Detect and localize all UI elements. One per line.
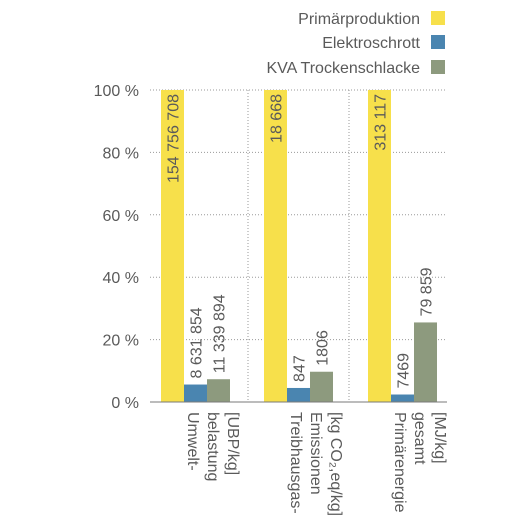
bar-kva-trockenschlacke bbox=[207, 379, 230, 402]
bar-elektroschrott bbox=[287, 387, 310, 402]
y-tick-label: 100 % bbox=[94, 83, 139, 100]
bar-kva-trockenschlacke bbox=[414, 322, 437, 402]
y-tick-label: 0 % bbox=[111, 395, 139, 412]
value-label: 11 339 894 bbox=[212, 294, 229, 373]
bar-elektroschrott bbox=[184, 384, 207, 402]
y-axis: 0 % 20 % 40 % 60 % 80 % 100 % bbox=[94, 83, 139, 412]
x-category-label: Treibhausgas- bbox=[287, 412, 304, 514]
bars bbox=[161, 90, 437, 402]
x-category-label: Emissionen bbox=[307, 412, 324, 495]
x-category-label: gesamt bbox=[411, 412, 428, 465]
x-category-label: Umwelt- bbox=[184, 412, 201, 471]
x-category-label: [MJ/kg] bbox=[431, 412, 448, 464]
bar-prim-rproduktion bbox=[368, 90, 391, 402]
value-label: 18 668 bbox=[269, 94, 286, 143]
bar-prim-rproduktion bbox=[161, 90, 184, 402]
legend-swatch-prim-rproduktion bbox=[431, 11, 445, 25]
x-category-label: Primärenergie bbox=[391, 412, 408, 513]
legend-label-prim-rproduktion: Primärproduktion bbox=[298, 11, 420, 28]
legend-swatch-kva-trockenschlacke bbox=[431, 60, 445, 74]
value-label: 79 859 bbox=[419, 267, 436, 316]
value-label: 154 756 708 bbox=[166, 94, 183, 183]
legend-label-elektroschrott: Elektroschrott bbox=[322, 35, 420, 52]
legend-label-kva-trockenschlacke: KVA Trockenschlacke bbox=[266, 60, 420, 77]
bar-kva-trockenschlacke bbox=[310, 371, 333, 402]
x-axis: Umwelt-belastung [UBP/kg] Treibhausgas- Emi… bbox=[150, 401, 448, 516]
x-category-label: [UBP/kg] bbox=[224, 412, 241, 475]
value-label: 1806 bbox=[315, 330, 332, 366]
y-tick-label: 20 % bbox=[103, 333, 139, 350]
y-tick-label: 60 % bbox=[103, 208, 139, 225]
value-label: 8 631 854 bbox=[189, 307, 206, 378]
y-tick-label: 40 % bbox=[103, 270, 139, 287]
bar-elektroschrott bbox=[391, 394, 414, 402]
bar-prim-rproduktion bbox=[264, 90, 287, 402]
x-category-label: belastung bbox=[204, 412, 221, 481]
value-label: 847 bbox=[292, 355, 309, 382]
value-label: 313 117 bbox=[373, 94, 390, 151]
value-label: 7469 bbox=[396, 353, 413, 389]
legend: Primärproduktion Elektroschrott KVA Trocke… bbox=[266, 11, 445, 77]
grid bbox=[150, 89, 447, 402]
value-labels: 154 756 708 18 668 313 117 8 631 854 847 7469… bbox=[166, 94, 436, 389]
y-tick-label: 80 % bbox=[103, 145, 139, 162]
legend-swatch-elektroschrott bbox=[431, 35, 445, 49]
x-category-label: [kg CO₂,eq/kg] bbox=[327, 412, 344, 516]
